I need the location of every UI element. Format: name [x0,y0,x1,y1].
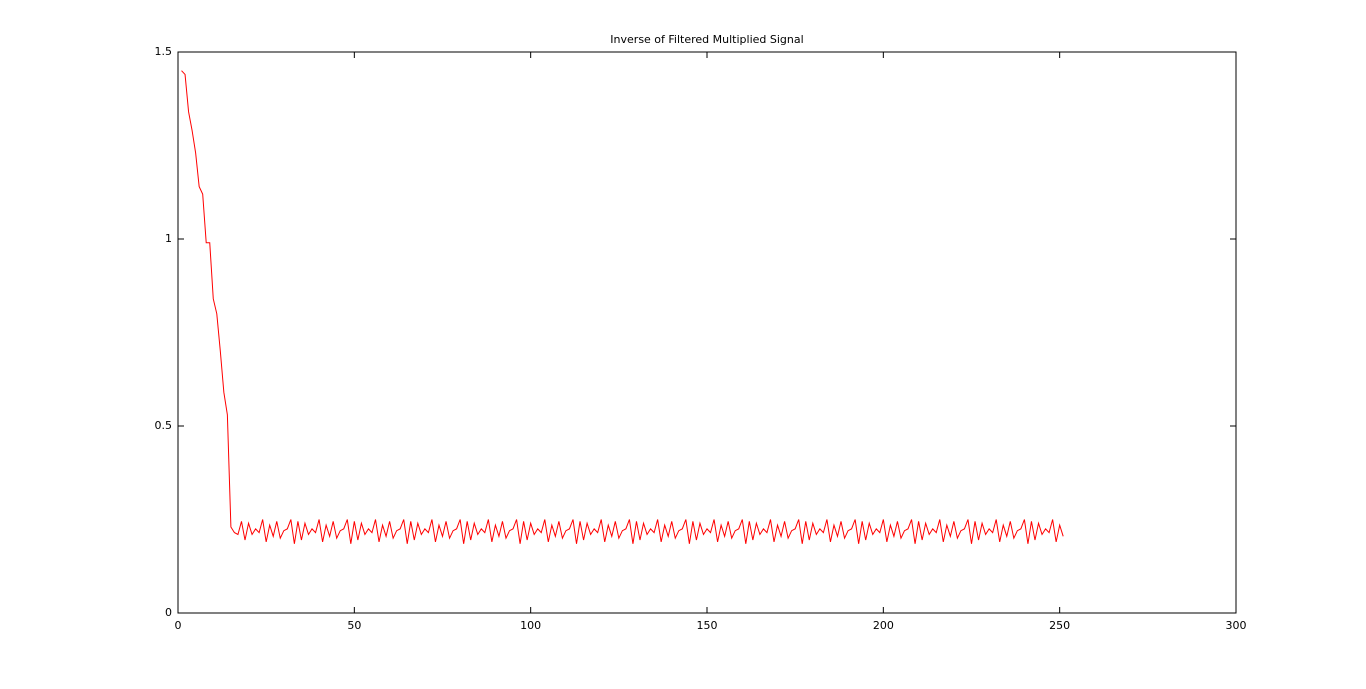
y-tick-label: 0.5 [155,419,173,432]
chart-title: Inverse of Filtered Multiplied Signal [610,33,803,46]
x-tick-label: 250 [1049,619,1070,632]
x-tick-label: 0 [175,619,182,632]
x-tick-label: 150 [697,619,718,632]
x-tick-label: 50 [347,619,361,632]
x-tick-label: 100 [520,619,541,632]
y-tick-label: 0 [165,606,172,619]
y-tick-label: 1.5 [155,45,173,58]
x-tick-label: 200 [873,619,894,632]
signal-line [181,70,1064,544]
x-tick-label: 300 [1226,619,1247,632]
y-tick-label: 1 [165,232,172,245]
